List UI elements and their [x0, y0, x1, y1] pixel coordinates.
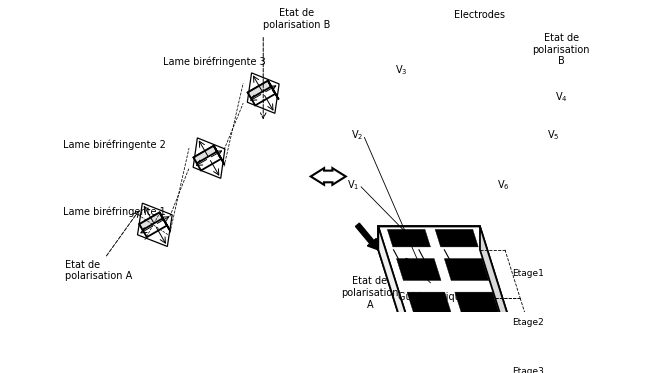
- FancyArrow shape: [355, 223, 378, 250]
- Text: Etat de
polarisation B: Etat de polarisation B: [263, 8, 330, 30]
- Text: Etage1: Etage1: [511, 269, 544, 278]
- Polygon shape: [378, 226, 526, 372]
- Polygon shape: [378, 250, 526, 373]
- Polygon shape: [444, 258, 489, 280]
- Polygon shape: [311, 168, 346, 185]
- Polygon shape: [248, 81, 272, 98]
- Text: V$_6$: V$_6$: [497, 178, 509, 192]
- Polygon shape: [378, 226, 424, 373]
- Text: Guide optique: Guide optique: [398, 292, 467, 301]
- Polygon shape: [435, 229, 478, 247]
- Polygon shape: [397, 258, 441, 280]
- Polygon shape: [407, 292, 451, 314]
- Polygon shape: [268, 81, 279, 100]
- Polygon shape: [194, 146, 221, 170]
- Polygon shape: [387, 229, 430, 247]
- Text: V$_1$: V$_1$: [347, 178, 359, 192]
- Polygon shape: [139, 213, 167, 237]
- Text: Etat de
polarisation
A: Etat de polarisation A: [341, 276, 399, 310]
- Text: Electrodes: Electrodes: [455, 10, 505, 20]
- Polygon shape: [418, 326, 462, 348]
- Text: Etat de
polarisation A: Etat de polarisation A: [65, 260, 132, 281]
- Text: V$_4$: V$_4$: [555, 90, 568, 104]
- Text: V$_3$: V$_3$: [395, 63, 407, 76]
- Polygon shape: [455, 292, 500, 314]
- Polygon shape: [480, 226, 526, 373]
- Polygon shape: [139, 213, 163, 230]
- Text: Lame biréfringente 3: Lame biréfringente 3: [163, 56, 266, 67]
- Polygon shape: [465, 326, 510, 348]
- Polygon shape: [248, 81, 275, 106]
- Polygon shape: [214, 146, 225, 164]
- Text: V$_5$: V$_5$: [547, 128, 559, 142]
- Text: Lame biréfringente 2: Lame biréfringente 2: [63, 140, 166, 150]
- Polygon shape: [159, 213, 171, 231]
- Text: V$_2$: V$_2$: [351, 128, 363, 142]
- Text: Etage3: Etage3: [511, 367, 544, 373]
- Text: Etage2: Etage2: [511, 318, 544, 327]
- FancyArrow shape: [426, 370, 457, 373]
- Polygon shape: [194, 146, 217, 163]
- Text: Lame biréfringente 1: Lame biréfringente 1: [63, 206, 166, 217]
- Text: Etat de
polarisation
B: Etat de polarisation B: [532, 33, 590, 66]
- Polygon shape: [378, 226, 480, 250]
